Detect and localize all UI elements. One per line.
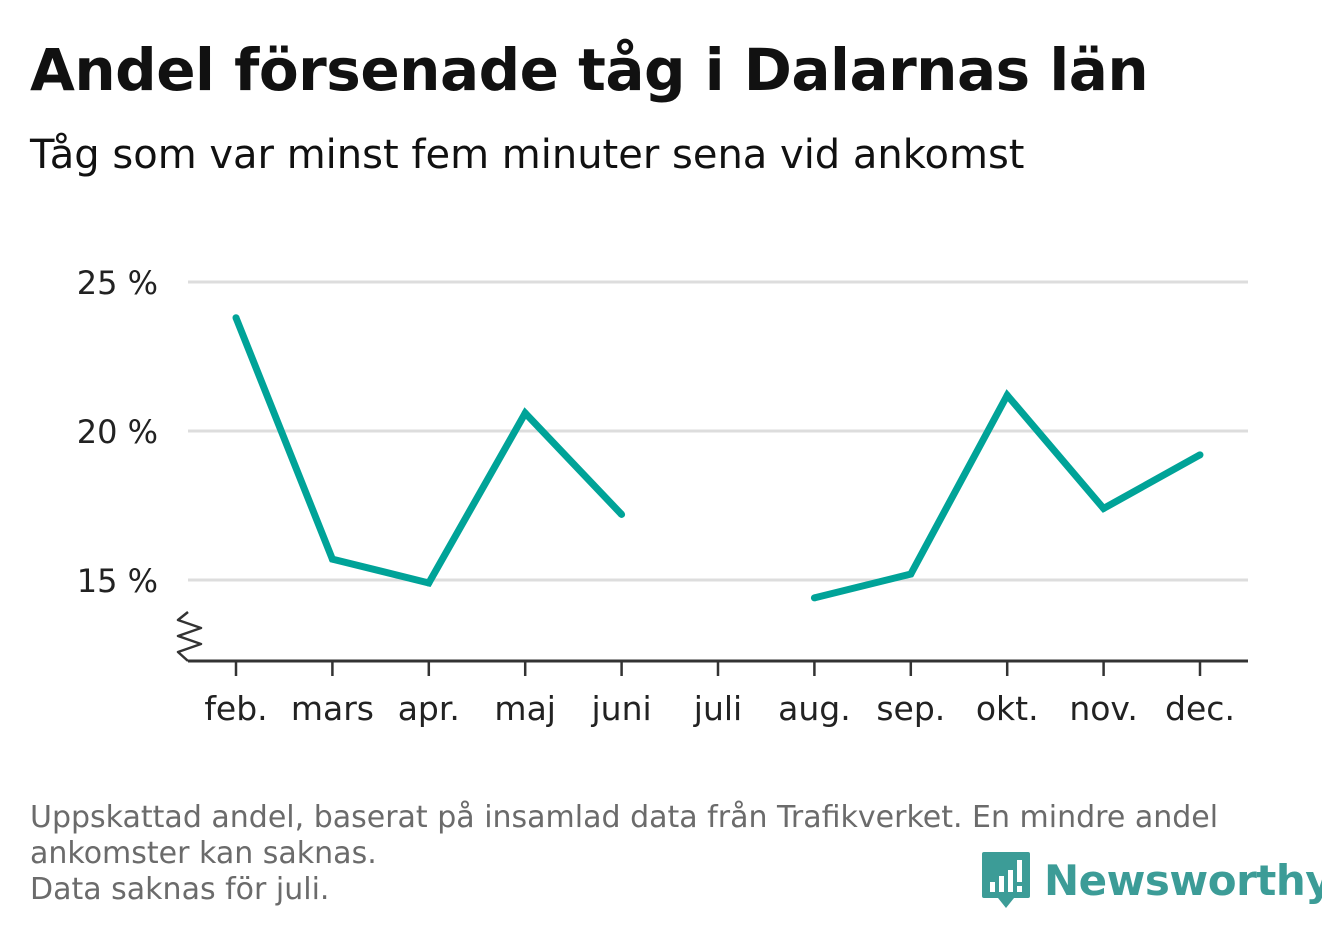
line-chart: 15 % 20 % 25 % feb. mars apr. maj juni juli aug.… [77, 264, 1248, 728]
x-tick-label: sep. [876, 689, 945, 728]
x-tick-label: maj [494, 689, 556, 728]
y-axis-ticks: 15 % 20 % 25 % [77, 264, 158, 600]
bar-chart-speech-icon [982, 852, 1030, 908]
series-line [232, 316, 625, 588]
footnote: Uppskattad andel, baserat på insamlad da… [30, 800, 1280, 908]
data-point [1100, 504, 1108, 512]
y-tick-label: 20 % [77, 413, 158, 451]
footnote-line: ankomster kan saknas. [30, 836, 377, 871]
data-point [232, 314, 240, 322]
data-point [521, 409, 529, 417]
data-point [328, 555, 336, 563]
x-axis-ticks: feb. mars apr. maj juni juli aug. sep. okt. nov. d… [204, 661, 1235, 728]
data-point [810, 594, 818, 602]
data-point [1196, 451, 1204, 459]
footnote-line: Data saknas för juli. [30, 872, 330, 907]
gridlines [188, 280, 1248, 582]
series-lines [232, 314, 1204, 602]
x-tick-label: juli [693, 689, 742, 728]
x-tick-label: juni [591, 689, 652, 728]
y-tick-label: 15 % [77, 562, 158, 600]
x-tick-label: aug. [778, 689, 851, 728]
axis-break-icon [176, 611, 203, 662]
x-tick-label: dec. [1165, 689, 1235, 728]
x-tick-label: apr. [398, 689, 460, 728]
data-point [618, 510, 626, 518]
data-point [907, 570, 915, 578]
chart-subtitle: Tåg som var minst fem minuter sena vid a… [30, 132, 1025, 178]
newsworthy-logo: Newsworthy [980, 850, 1322, 910]
data-point [1003, 391, 1011, 399]
footnote-line: Uppskattad andel, baserat på insamlad da… [30, 800, 1219, 835]
chart-title: Andel försenade tåg i Dalarnas län [30, 36, 1149, 104]
data-point [425, 579, 433, 587]
series-line [813, 389, 1202, 602]
x-tick-label: nov. [1069, 689, 1138, 728]
x-axis [176, 611, 1248, 663]
x-tick-label: feb. [204, 689, 267, 728]
x-tick-label: mars [291, 689, 374, 728]
x-tick-label: okt. [976, 689, 1039, 728]
logo-text: Newsworthy [1044, 855, 1322, 905]
y-tick-label: 25 % [77, 264, 158, 302]
